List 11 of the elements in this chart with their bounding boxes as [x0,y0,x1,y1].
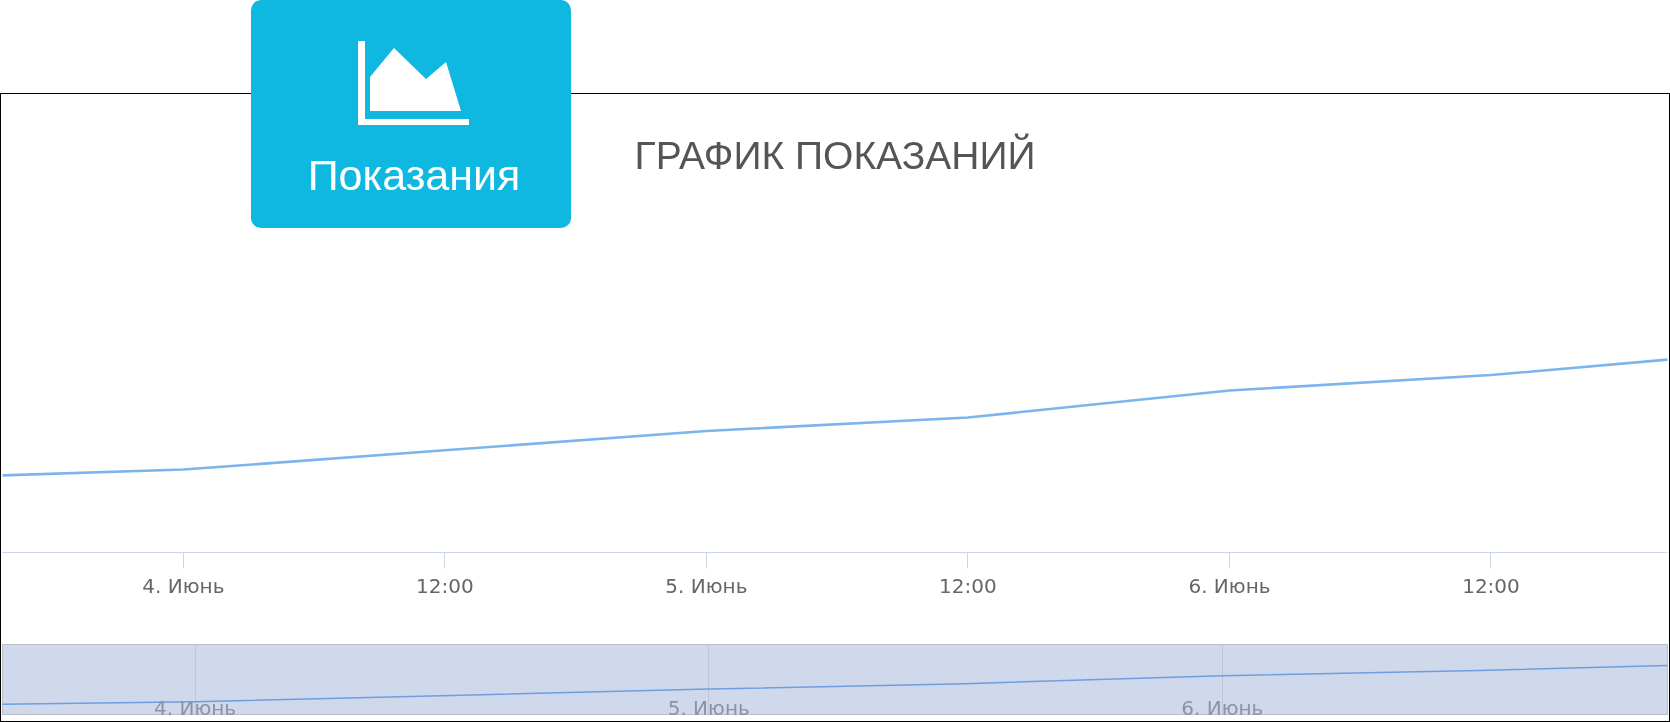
x-tick-label: 5. Июнь [667,695,750,720]
x-tick-label: 6. Июнь [1181,695,1264,720]
x-tick-label: 6. Июнь [1188,573,1271,598]
x-tick-label: 4. Июнь [154,695,237,720]
x-tick-label: 4. Июнь [142,573,225,598]
chart-title: ГРАФИК ПОКАЗАНИЙ [634,133,1036,177]
x-tick-label: 5. Июнь [665,573,748,598]
x-tick-label: 12:00 [416,573,474,598]
x-tick-label: 12:00 [1462,573,1520,598]
x-tick-label: 12:00 [939,573,997,598]
button-readings: Показания [251,0,571,228]
